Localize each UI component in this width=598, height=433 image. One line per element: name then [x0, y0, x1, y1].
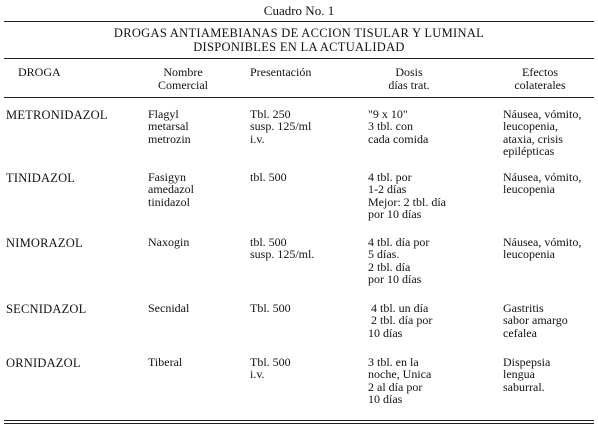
table-title-line1: DROGAS ANTIAMEBIANAS DE ACCION TISULAR Y… [113, 26, 485, 40]
table-cell-presentacion: Tbl. 250 susp. 125/ml i.v. [250, 107, 312, 146]
header-dosis: Dosis días trat. [388, 65, 430, 92]
table-cell-dosis: "9 x 10" 3 tbl. con cada comida [368, 107, 429, 146]
table-cell-nombre: Flagyl metarsal metrozin [148, 107, 191, 146]
title-rule [4, 58, 594, 59]
bottom-rule-double [4, 423, 594, 424]
table-cell-nombre: Naxogin [148, 235, 190, 249]
table-cell-droga: NIMORAZOL [6, 236, 83, 250]
table-cell-dosis: 4 tbl. un día 2 tbl. día por 10 días [368, 301, 433, 340]
table-cell-droga: TINIDAZOL [6, 171, 76, 185]
header-rule [4, 97, 594, 98]
table-cell-presentacion: Tbl. 500 i.v. [250, 355, 291, 382]
table-cell-nombre: Tiberal [148, 355, 183, 369]
table-cell-efectos: Dispepsia lengua saburral. [503, 355, 551, 394]
table-cell-efectos: Náusea, vómito, leucopenia [503, 170, 582, 197]
table-cell-dosis: 3 tbl. en la noche, Unica 2 al día por 1… [368, 355, 432, 406]
table-cell-efectos: Náusea, vómito, leucopenia, ataxia, cris… [503, 107, 582, 158]
table-cell-nombre: Fasigyn amedazol tinidazol [148, 170, 194, 209]
table-cell-dosis: 4 tbl. día por 5 días. 2 tbl. día por 10… [368, 235, 430, 286]
table-cell-presentacion: Tbl. 500 [250, 301, 291, 315]
table-title-line2: DISPONIBLES EN LA ACTUALIDAD [193, 40, 405, 54]
table-cell-presentacion: tbl. 500 susp. 125/ml. [250, 235, 315, 262]
header-nombre-comercial: Nombre Comercial [158, 65, 208, 92]
table-cell-presentacion: tbl. 500 [250, 170, 287, 184]
table-caption: Cuadro No. 1 [263, 3, 335, 18]
table-cell-nombre: Secnidal [148, 301, 190, 315]
bottom-rule [4, 420, 594, 421]
table-cell-efectos: Náusea, vómito, leucopenia [503, 235, 582, 262]
table-cell-droga: SECNIDAZOL [6, 302, 87, 316]
table-cell-dosis: 4 tbl. por 1-2 días Mejor: 2 tbl. día po… [368, 170, 446, 221]
top-rule [4, 21, 594, 22]
table-cell-droga: ORNIDAZOL [6, 356, 81, 370]
header-droga: DROGA [18, 65, 61, 79]
table-cell-efectos: Gastritis sabor amargo cefalea [503, 301, 568, 340]
table-cell-droga: METRONIDAZOL [6, 108, 108, 122]
header-efectos: Efectos colaterales [514, 65, 566, 92]
header-presentacion: Presentación [250, 65, 312, 79]
